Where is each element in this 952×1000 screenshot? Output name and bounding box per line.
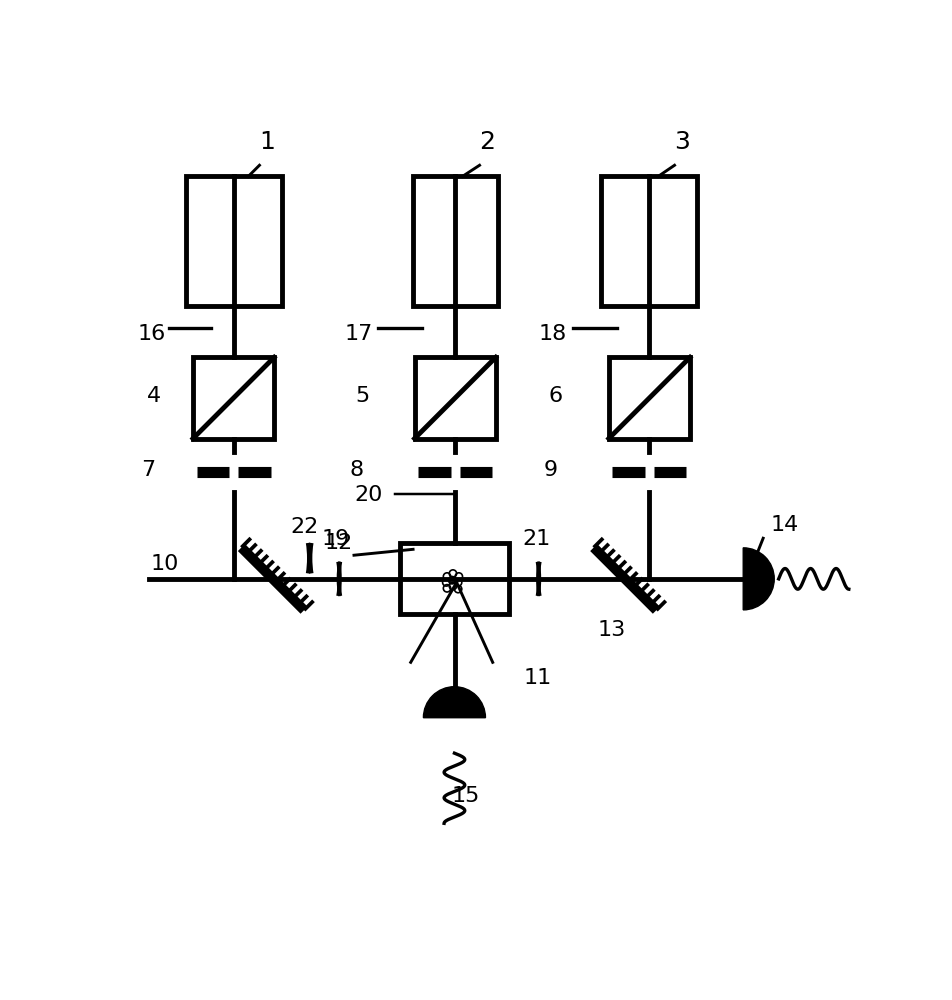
Text: 17: 17	[344, 324, 372, 344]
Text: 2: 2	[479, 130, 494, 154]
Text: 18: 18	[538, 324, 566, 344]
Bar	[186, 176, 282, 306]
Text: 5: 5	[355, 386, 369, 406]
Bar	[608, 357, 689, 439]
Text: 14: 14	[770, 515, 798, 535]
Bar	[601, 176, 697, 306]
Bar	[192, 357, 274, 439]
Text: 19: 19	[321, 529, 349, 549]
Text: 7: 7	[141, 460, 155, 480]
Bar	[412, 176, 497, 306]
Text: 8: 8	[349, 460, 364, 480]
Wedge shape	[743, 548, 773, 610]
Text: 6: 6	[548, 386, 563, 406]
Text: 1: 1	[259, 130, 274, 154]
Text: 9: 9	[544, 460, 557, 480]
Text: 20: 20	[353, 485, 382, 505]
Text: 22: 22	[290, 517, 318, 537]
Text: 16: 16	[137, 324, 166, 344]
Text: 3: 3	[673, 130, 689, 154]
Text: 15: 15	[451, 786, 480, 806]
Text: 10: 10	[150, 554, 178, 574]
Text: 12: 12	[324, 533, 352, 553]
Text: 21: 21	[522, 529, 550, 549]
Bar	[414, 357, 495, 439]
Text: 13: 13	[597, 620, 625, 640]
Bar	[400, 543, 508, 614]
Wedge shape	[423, 687, 485, 718]
Text: 11: 11	[524, 668, 551, 688]
Text: 4: 4	[147, 386, 161, 406]
